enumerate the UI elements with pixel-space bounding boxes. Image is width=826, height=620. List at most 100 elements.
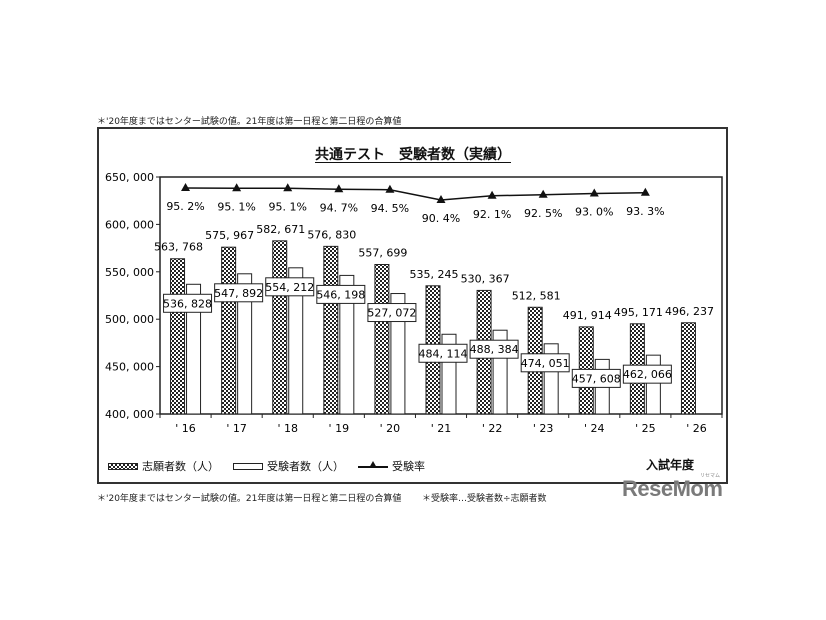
- examinees-bar: [645, 354, 661, 415]
- legend-rate-label: 受験率: [392, 460, 425, 473]
- examinees-value-label: 536, 828: [163, 297, 212, 310]
- rate-value-label: 93. 0%: [575, 206, 613, 219]
- legend-examinees-swatch: [233, 462, 263, 470]
- rate-value-label: 92. 1%: [473, 208, 511, 221]
- rate-marker-icon: [283, 183, 293, 192]
- rate-marker-icon: [487, 190, 497, 199]
- x-tick-label: ' 17: [226, 422, 247, 435]
- rate-marker-icon: [589, 188, 599, 197]
- rate-marker-icon: [640, 187, 650, 196]
- rate-marker-icon: [181, 183, 191, 191]
- x-tick-label: ' 24: [584, 422, 605, 435]
- applicants-bar: [323, 245, 339, 415]
- examinees-value-label: 547, 892: [214, 287, 263, 300]
- applicants-value-label: 582, 671: [256, 223, 305, 236]
- examinees-label-box: [418, 343, 468, 363]
- applicants-value-label: 535, 245: [410, 268, 459, 281]
- applicants-value-label: 495, 171: [614, 306, 663, 319]
- x-tick-label: ' 18: [277, 422, 298, 435]
- x-tick-label: ' 19: [329, 422, 350, 435]
- examinees-value-label: 546, 198: [316, 288, 365, 301]
- examinees-label-box: [367, 303, 417, 323]
- resemom-logo-sub: リセマム: [700, 473, 721, 479]
- y-tick-label: 500, 000: [105, 313, 154, 326]
- examinees-label-box: [316, 284, 366, 304]
- examinees-label-box: [163, 293, 213, 313]
- applicants-value-label: 496, 237: [665, 305, 714, 318]
- applicants-bar: [374, 264, 390, 415]
- examinees-value-label: 462, 066: [623, 368, 672, 381]
- applicants-value-label: 557, 699: [358, 247, 407, 260]
- rate-value-label: 95. 1%: [269, 200, 307, 213]
- y-tick-label: 400, 000: [105, 408, 154, 421]
- applicants-bar: [170, 258, 186, 415]
- examinees-bar: [186, 283, 202, 415]
- examinees-value-label: 484, 114: [419, 347, 468, 360]
- applicants-value-label: 576, 830: [307, 228, 356, 241]
- x-tick-label: ' 21: [431, 422, 452, 435]
- applicants-value-label: 512, 581: [512, 289, 561, 302]
- x-tick-label: ' 16: [175, 422, 196, 435]
- examinees-label-box: [265, 277, 315, 297]
- examinees-value-label: 554, 212: [265, 281, 314, 294]
- legend-examinees-label: 受験者数（人）: [267, 460, 344, 473]
- applicants-bar: [680, 322, 696, 415]
- rate-value-label: 95. 1%: [217, 200, 255, 213]
- rate-marker-icon: [334, 184, 344, 193]
- rate-value-label: 93. 3%: [626, 205, 664, 218]
- examinees-bar: [390, 293, 406, 415]
- applicants-value-label: 575, 967: [205, 229, 254, 242]
- y-tick-label: 600, 000: [105, 218, 154, 231]
- examinees-bar: [339, 274, 355, 415]
- legend: 志願者数（人） 受験者数（人） 受験率: [108, 458, 425, 474]
- rate-value-label: 95. 2%: [166, 200, 204, 213]
- examinees-value-label: 474, 051: [521, 357, 570, 370]
- rate-marker-icon: [538, 189, 548, 198]
- x-axis: ' 16 ' 17 ' 18 ' 19 ' 20 ' 21 ' 22 ' 23 ' 24 ' 25…: [159, 414, 723, 435]
- resemom-logo: ReseMom: [622, 476, 723, 501]
- chart-title: 共通テスト 受験者数（実績）: [315, 147, 511, 163]
- legend-rate-swatch-icon: [358, 461, 388, 471]
- legend-applicants-label: 志願者数（人）: [142, 460, 219, 473]
- applicants-value-label: 491, 914: [563, 309, 612, 322]
- applicants-bar: [272, 240, 288, 415]
- applicants-value-label: 530, 367: [461, 272, 510, 285]
- legend-applicants-swatch: [108, 462, 138, 470]
- examinees-value-label: 457, 608: [572, 372, 621, 385]
- examinees-bar: [237, 273, 253, 415]
- examinees-value-label: 488, 384: [470, 343, 519, 356]
- bottom-note-left: ＊'20年度まではセンター試験の値。21年度は第一日程と第二日程の合算値: [97, 494, 402, 504]
- y-tick-label: 550, 000: [105, 266, 154, 279]
- applicants-value-label: 563, 768: [154, 241, 203, 254]
- rate-marker-icon: [232, 183, 242, 192]
- y-tick-label: 650, 000: [105, 171, 154, 184]
- examinees-value-label: 527, 072: [367, 307, 416, 320]
- examinees-bar: [288, 267, 304, 415]
- top-note: ＊'20年度まではセンター試験の値。21年度は第一日程と第二日程の合算値: [97, 117, 402, 127]
- examinees-label-box: [622, 364, 672, 384]
- y-axis: 650, 000 600, 000 550, 000 500, 000 450, 000…: [105, 171, 723, 421]
- examinees-label-box: [571, 368, 621, 388]
- rate-marker-icon: [385, 184, 395, 193]
- rate-value-label: 94. 7%: [320, 201, 358, 214]
- applicants-bar: [221, 246, 237, 415]
- chart-frame: [97, 127, 728, 484]
- rate-value-label: 92. 5%: [524, 207, 562, 220]
- x-tick-label: ' 26: [686, 422, 707, 435]
- rate-marker-icon: [436, 195, 446, 203]
- bottom-note-right: ＊受験率…受験者数÷志願者数: [422, 494, 547, 504]
- x-tick-label: ' 22: [482, 422, 503, 435]
- rate-line: 95. 2% 95. 1% 95. 1% 94. 7% 94. 5% 90. 4% 92. …: [166, 183, 665, 225]
- x-tick-label: ' 20: [380, 422, 401, 435]
- examinees-label-box: [520, 353, 570, 373]
- rate-value-label: 94. 5%: [371, 202, 409, 215]
- rate-value-label: 90. 4%: [422, 212, 460, 225]
- y-tick-label: 450, 000: [105, 361, 154, 374]
- examinees-label-box: [214, 283, 264, 303]
- examinees-label-box: [469, 339, 519, 359]
- x-tick-label: ' 23: [533, 422, 554, 435]
- x-tick-label: ' 25: [635, 422, 656, 435]
- x-axis-title: 入試年度: [646, 458, 695, 472]
